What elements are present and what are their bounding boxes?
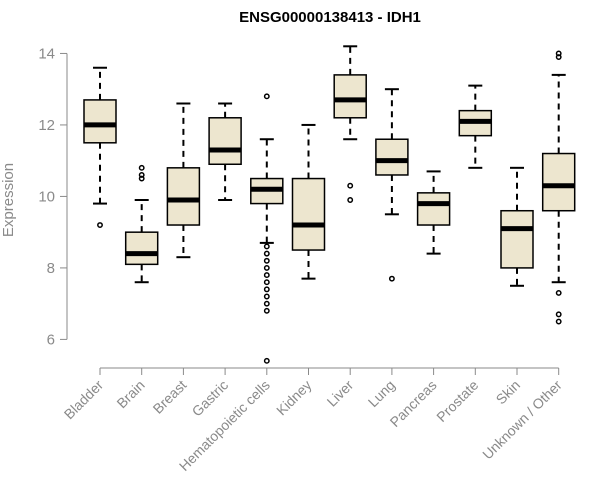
- x-tick-label: Unknown / Other: [479, 377, 565, 463]
- outlier-point: [555, 311, 562, 318]
- box-group: [333, 45, 367, 203]
- box-iqr: [541, 152, 576, 212]
- outlier-point: [97, 222, 103, 228]
- outlier-point: [263, 279, 270, 286]
- box-iqr: [333, 74, 367, 119]
- x-tick-label: Kidney: [273, 377, 315, 419]
- outlier-point: [347, 182, 354, 189]
- outlier-point: [263, 264, 270, 271]
- outlier-point: [263, 307, 270, 314]
- outlier-point: [263, 93, 270, 100]
- chart-title: ENSG00000138413 - IDH1: [239, 9, 421, 26]
- outlier-point: [263, 272, 270, 279]
- box-group: [541, 50, 576, 325]
- box-iqr: [208, 117, 242, 166]
- y-tick-label: 10: [38, 188, 55, 205]
- outlier-point: [555, 54, 562, 60]
- box-group: [416, 170, 451, 255]
- outlier-point: [138, 172, 145, 178]
- outlier-point: [263, 293, 270, 300]
- outlier-point: [555, 289, 562, 296]
- y-tick-label: 6: [47, 331, 55, 348]
- box-iqr: [291, 177, 326, 251]
- box-group: [458, 84, 493, 169]
- box-group: [166, 102, 201, 259]
- outlier-point: [138, 175, 145, 182]
- outlier-point: [138, 164, 145, 171]
- x-tick-label: Prostate: [433, 377, 481, 425]
- x-tick-label: Breast: [150, 377, 190, 417]
- outlier-point: [263, 357, 270, 364]
- outlier-point: [388, 275, 395, 282]
- x-tick-label: Liver: [324, 377, 357, 410]
- box-iqr: [124, 231, 159, 266]
- y-tick-label: 12: [38, 117, 55, 134]
- box-group: [500, 166, 534, 287]
- box-iqr: [416, 192, 451, 226]
- y-axis: 6 8 10 12 14: [38, 45, 68, 348]
- box-group: [375, 88, 409, 282]
- box-group: [208, 102, 242, 201]
- y-tick-label: 14: [38, 45, 55, 62]
- x-tick-label: Bladder: [61, 377, 107, 423]
- outlier-point: [263, 286, 270, 293]
- outlier-point: [263, 250, 270, 257]
- box-group: [83, 66, 117, 228]
- x-tick-label: Lung: [365, 377, 398, 410]
- outlier-point: [347, 197, 354, 203]
- outlier-point: [263, 300, 270, 307]
- box-group: [291, 123, 326, 280]
- x-tick-label: Brain: [113, 377, 147, 411]
- y-tick-label: 8: [47, 260, 55, 277]
- box-iqr: [83, 99, 117, 144]
- box-series: [83, 45, 576, 364]
- box-iqr: [500, 209, 534, 269]
- box-group: [250, 93, 284, 364]
- box-iqr: [166, 167, 201, 226]
- outlier-point: [555, 50, 562, 57]
- outlier-point: [263, 257, 270, 264]
- x-tick-label: Skin: [493, 377, 524, 408]
- box-iqr: [375, 138, 409, 176]
- outlier-point: [555, 318, 562, 325]
- box-group: [124, 164, 159, 284]
- outlier-point: [263, 243, 270, 250]
- y-axis-label: Expression: [0, 163, 17, 237]
